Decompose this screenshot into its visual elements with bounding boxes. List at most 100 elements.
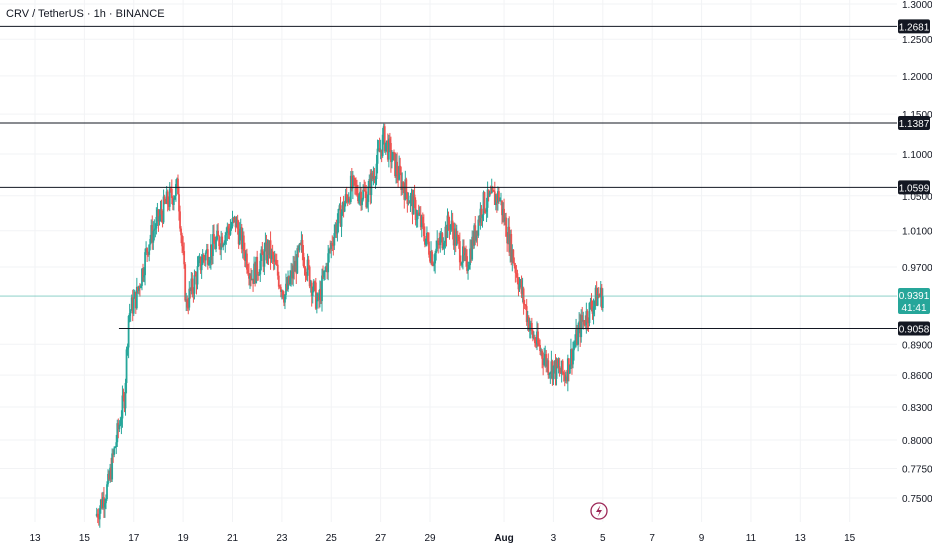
candle-body [392, 152, 394, 161]
candle-body [405, 179, 408, 193]
candle-body [303, 265, 306, 269]
level-tag-bg [898, 321, 930, 336]
candle-body [191, 278, 194, 292]
candle-body [203, 257, 206, 261]
candle-body [486, 189, 489, 208]
candle-body [449, 225, 452, 230]
candle-body [490, 187, 493, 194]
candle-body [238, 230, 241, 245]
candle-body [235, 219, 238, 228]
candle-body [404, 179, 407, 200]
candle-body [193, 275, 196, 294]
candle-body [584, 324, 587, 326]
candle-body [110, 467, 113, 480]
candle-body [315, 299, 318, 309]
candle-body [141, 268, 143, 286]
horizontal-levels[interactable]: 1.2681 1.1387 1.0599 0.9058 [0, 19, 930, 336]
candle-body [450, 220, 453, 226]
candle-body [573, 346, 575, 351]
candle-body [492, 190, 495, 192]
candle-body [557, 366, 560, 368]
candle-body [142, 268, 144, 278]
candle-body [467, 269, 469, 271]
candle-body [279, 287, 282, 292]
candle-body [373, 175, 376, 180]
candle-body [179, 211, 181, 229]
candle-body [323, 270, 325, 278]
candle-body [448, 224, 451, 230]
candle-body [508, 226, 511, 253]
symbol-title[interactable]: CRV / TetherUS · 1h · BINANCE [6, 8, 165, 20]
candle-body [137, 286, 140, 291]
y-tick-label: 0.9700 [902, 263, 932, 274]
candle-body [586, 311, 589, 323]
candle-body [588, 302, 591, 324]
candle-body [589, 301, 592, 303]
candle-body [418, 214, 421, 216]
candle-body [198, 256, 201, 261]
candle-body [473, 225, 476, 246]
x-tick-label: 27 [375, 533, 387, 544]
level-tag-label: 1.2681 [899, 22, 930, 33]
candle-body [493, 191, 496, 205]
candle-body [143, 275, 145, 278]
candle-body [103, 497, 105, 508]
candle-body [219, 246, 222, 250]
x-tick-label: 15 [79, 533, 91, 544]
candle-body [112, 453, 115, 455]
candle-body [575, 329, 577, 344]
candle-body [452, 230, 455, 246]
candle-body [114, 447, 117, 449]
candle-body [216, 230, 218, 240]
candle-body [386, 140, 389, 160]
candle-body [195, 275, 198, 285]
candle-body [352, 176, 355, 179]
candle-body [440, 233, 443, 238]
candle-body [300, 240, 303, 245]
candle-body [187, 307, 190, 309]
candle-body [284, 294, 286, 303]
candle-body [135, 286, 138, 309]
candle-body [332, 245, 335, 247]
candle-body [130, 297, 133, 311]
candle-body [331, 242, 334, 246]
candle-body [116, 423, 119, 443]
candle-body [313, 281, 316, 283]
candle-body [258, 274, 261, 276]
candle-body [558, 366, 561, 373]
candle-body [587, 322, 590, 324]
candle-body [429, 254, 431, 262]
candle-body [244, 253, 247, 261]
candle-body [176, 178, 178, 185]
candle-body [306, 259, 309, 276]
candle-body [479, 208, 482, 223]
candle-body [108, 473, 110, 480]
flash-icon[interactable] [590, 502, 608, 520]
candle-body [327, 253, 330, 273]
candle-body [229, 228, 232, 235]
candle-body [438, 242, 441, 246]
candle-body [202, 254, 205, 258]
candle-body [345, 194, 348, 198]
candle-body [189, 288, 192, 291]
time-axis[interactable]: 13 15 17 19 21 23 25 27 29 Aug 3 5 7 9 11 13 15 [29, 533, 855, 544]
candle-body [260, 249, 263, 261]
candle-body [526, 316, 529, 323]
price-axis[interactable]: 1.3000 1.2500 1.2000 1.1500 1.1000 1.0500 1.01… [898, 0, 932, 505]
candle-body [458, 241, 461, 263]
candle-body [294, 260, 297, 272]
x-tick-label: 5 [600, 533, 606, 544]
candle-body [542, 358, 545, 365]
candle-body [592, 306, 595, 314]
candle-body [368, 179, 371, 187]
candle-body [289, 277, 292, 284]
candle-body [286, 283, 288, 290]
candle-body [544, 354, 547, 359]
candle-body [261, 249, 264, 255]
candle-body [566, 358, 569, 382]
candle-body [121, 395, 124, 419]
candle-body [419, 214, 422, 228]
